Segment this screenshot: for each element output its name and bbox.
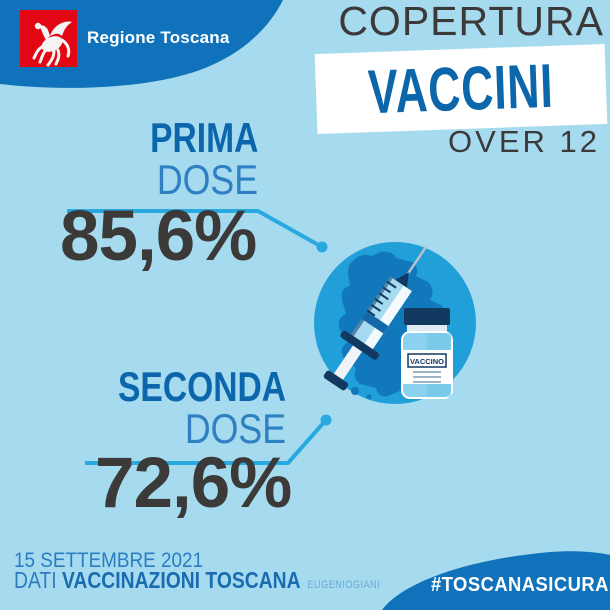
footer-hashtag: #TOSCANASICURA xyxy=(431,574,609,596)
footer-credit: EUGENIOGIANI xyxy=(307,579,381,591)
footer-source-name: VACCINAZIONI TOSCANA xyxy=(61,567,301,593)
regione-toscana-logo xyxy=(20,10,77,67)
title-main-box: VACCINI xyxy=(314,43,608,135)
syringe-icon xyxy=(323,245,428,391)
footer-source: DATI VACCINAZIONI TOSCANA EUGENIOGIANI xyxy=(14,569,380,592)
vaccine-illustration: VACCINO xyxy=(314,242,476,404)
footer-source-prefix: DATI xyxy=(14,567,57,593)
second-dose-label-line1: SECONDA xyxy=(117,363,286,410)
first-dose-label-line1: PRIMA xyxy=(149,114,258,161)
first-dose-value: 85,6% xyxy=(60,197,257,276)
pegasus-icon xyxy=(32,21,72,67)
second-dose-label-line2: DOSE xyxy=(184,405,286,452)
title-subtitle: OVER 12 xyxy=(448,124,600,159)
footer-wave-shape xyxy=(382,551,610,610)
vaccine-vial-icon: VACCINO xyxy=(401,308,453,399)
connector-dot-second xyxy=(320,414,332,426)
connector-second-dose xyxy=(85,414,332,465)
second-dose-value: 72,6% xyxy=(95,444,292,523)
footer-date: 15 SETTEMBRE 2021 xyxy=(14,549,204,572)
connector-first-dose xyxy=(67,209,328,253)
connector-dot-first xyxy=(316,241,328,253)
vial-label-text: VACCINO xyxy=(410,357,444,366)
title-kicker: COPERTURA xyxy=(338,0,604,44)
first-dose-label-line2: DOSE xyxy=(156,156,258,203)
region-label: Regione Toscana xyxy=(87,28,230,47)
title-main: VACCINI xyxy=(367,51,555,127)
